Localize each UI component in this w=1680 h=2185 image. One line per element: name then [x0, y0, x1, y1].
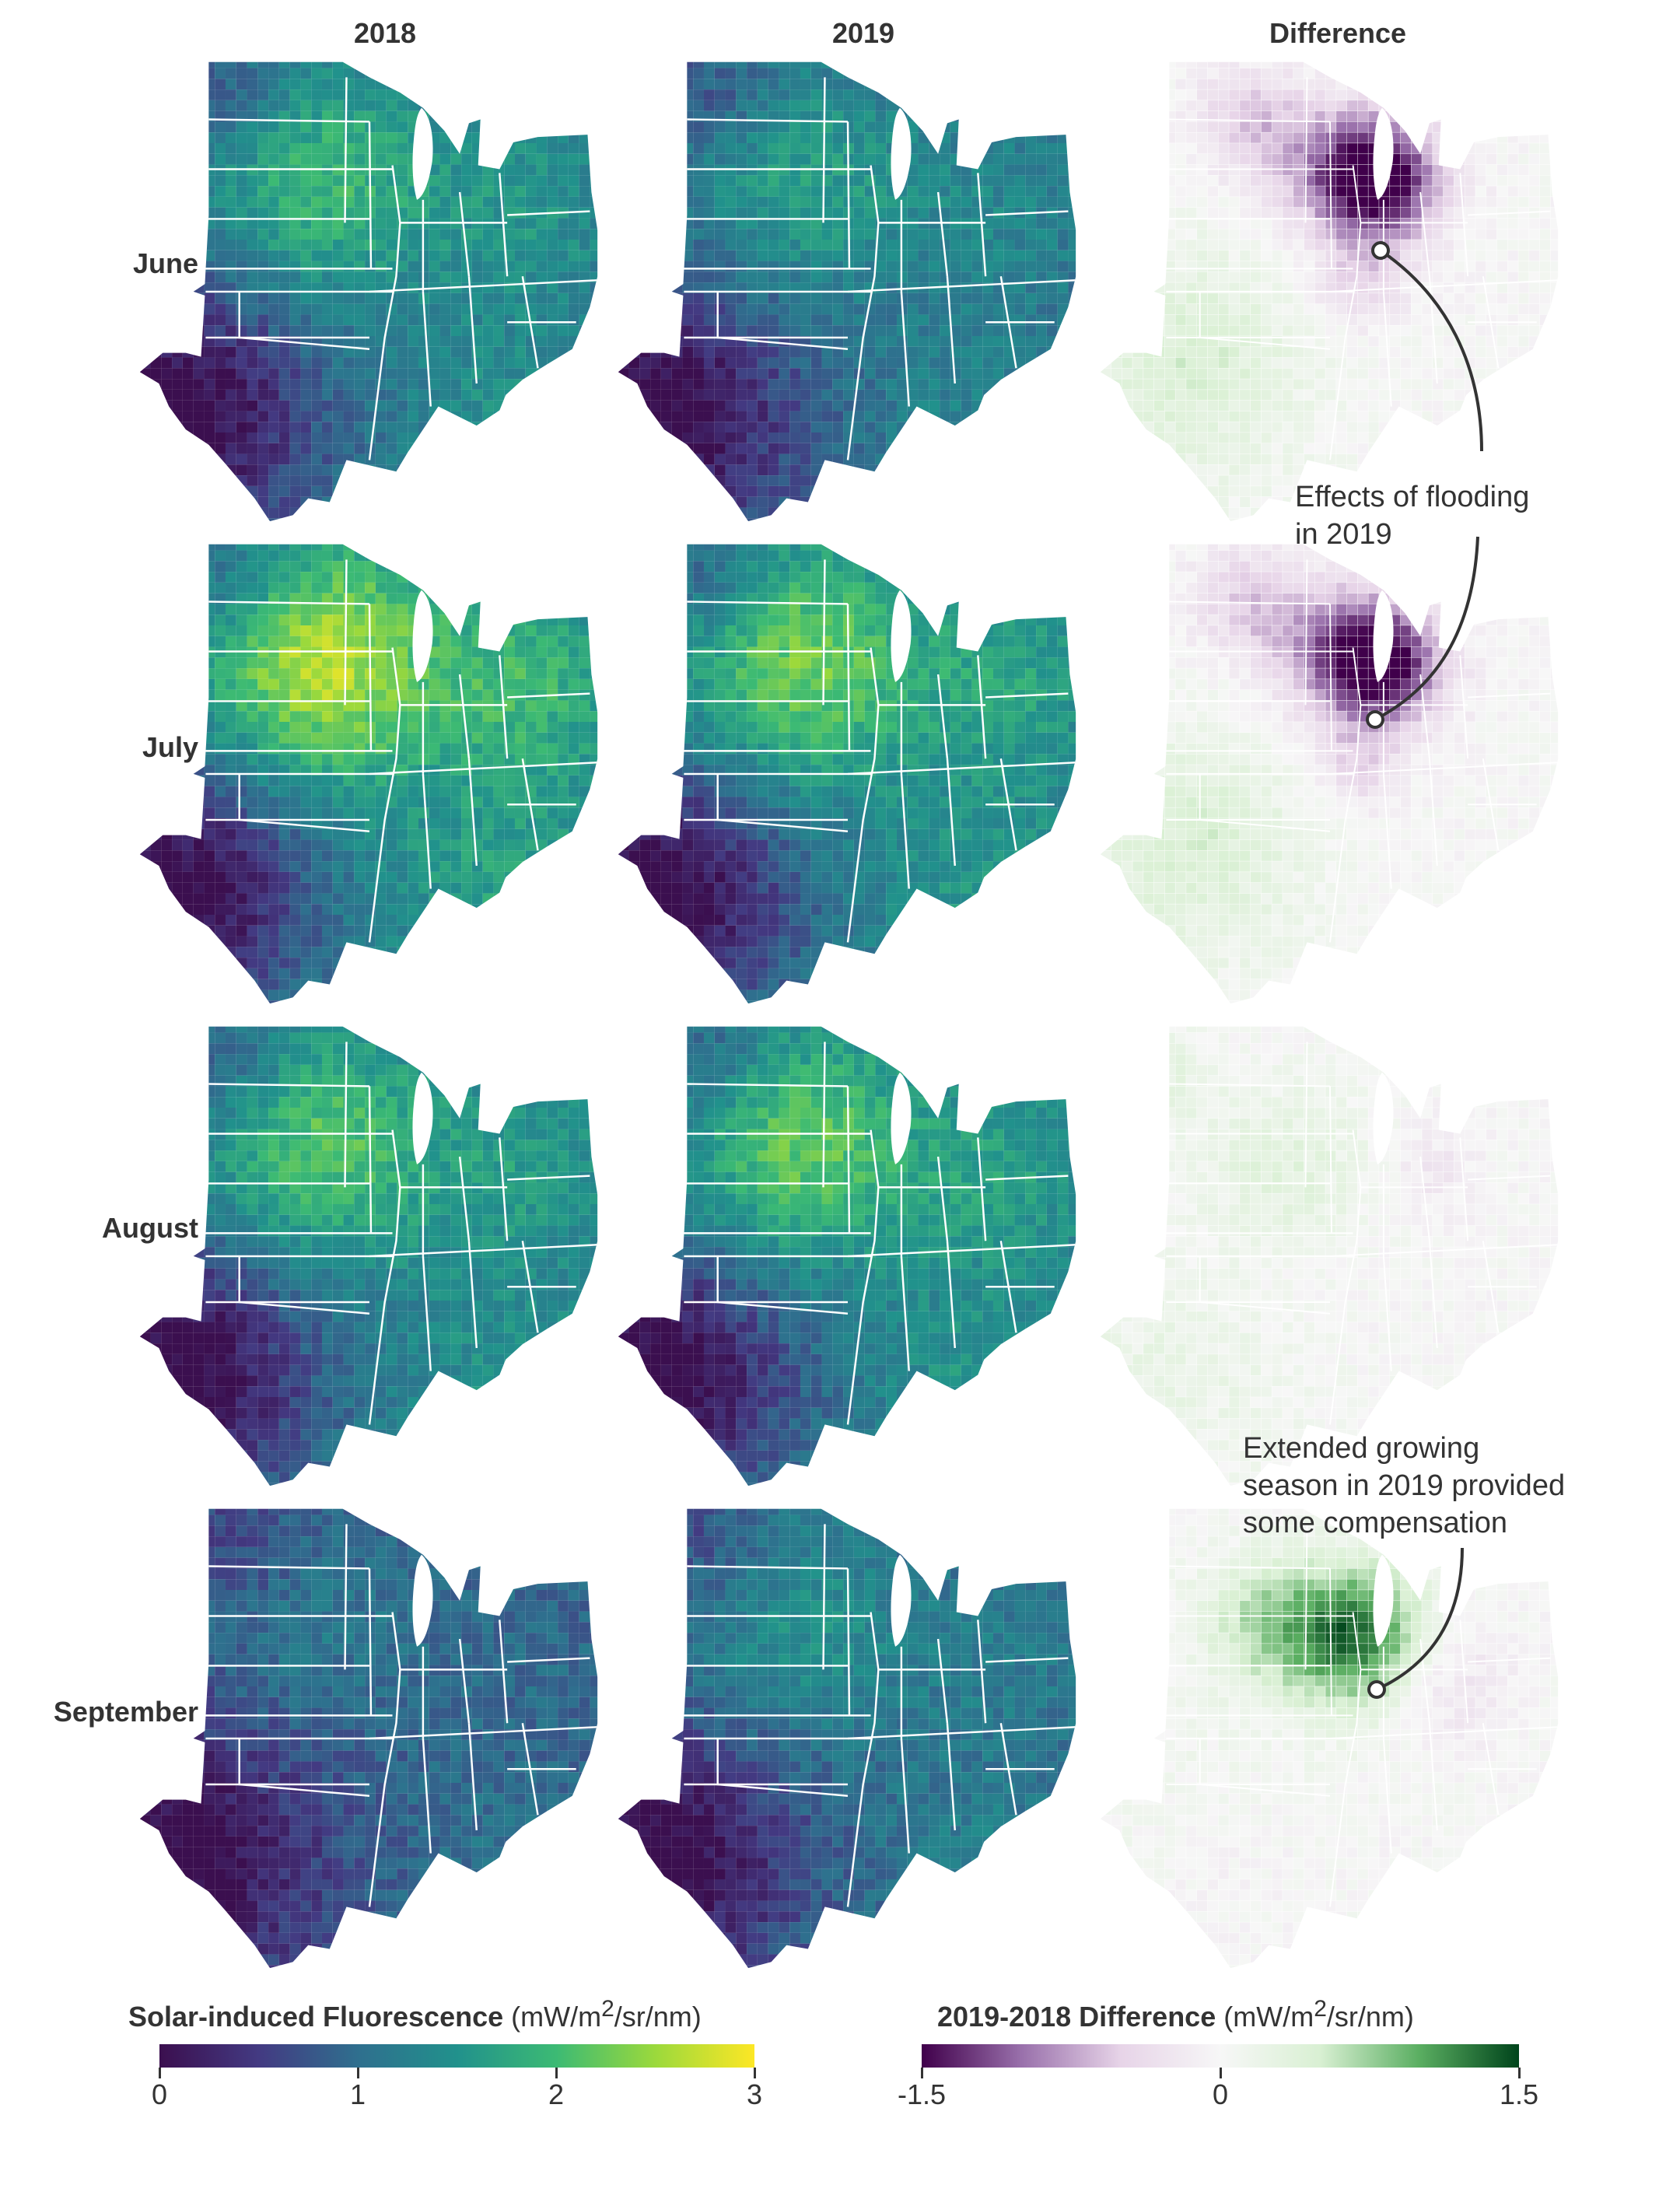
column-header-difference: Difference: [1104, 17, 1571, 50]
column-header-2019: 2019: [630, 17, 1097, 50]
callout-flooding-line-1: Effects of flooding: [1295, 478, 1529, 516]
callout-compensation-line-3: some compensation: [1243, 1504, 1565, 1542]
map-july-2018: [121, 529, 618, 1011]
legend-sif-tick-mark: [753, 2068, 756, 2078]
callout-compensation-line-1: Extended growing: [1243, 1430, 1565, 1467]
row-label-july: July: [4, 731, 198, 764]
legend-sif-tick-label: 0: [113, 2078, 206, 2111]
row-label-august: August: [4, 1212, 198, 1245]
map-june-2019: [599, 47, 1097, 529]
map-september-difference: [1081, 1493, 1579, 1976]
callout-flooding: Effects of flooding in 2019: [1295, 478, 1529, 553]
map-june-2018: [121, 47, 618, 529]
column-header-2018: 2018: [152, 17, 618, 50]
legend-diff-tick-label: 1.5: [1472, 2078, 1566, 2111]
map-july-2019: [599, 529, 1097, 1011]
legend-sif-title-bold: Solar-induced Fluorescence: [128, 2001, 503, 2033]
legend-sif-tick-mark: [158, 2068, 161, 2078]
map-june-difference: [1081, 47, 1579, 529]
legend-sif-unit: (mW/m2/sr/nm): [511, 1996, 702, 2033]
row-label-september: September: [4, 1696, 198, 1728]
callout-flooding-line-2: in 2019: [1295, 516, 1529, 553]
legend-sif-tick-label: 2: [509, 2078, 603, 2111]
map-july-difference: [1081, 529, 1579, 1011]
legend-sif-colorbar: [159, 2044, 754, 2068]
legend-diff-tick-label: 0: [1174, 2078, 1267, 2111]
legend-sif-title: Solar-induced Fluorescence (mW/m2/sr/nm): [128, 1996, 702, 2033]
legend-diff-tick-label: -1.5: [875, 2078, 968, 2111]
legend-diff-colorbar: [922, 2044, 1519, 2068]
legend-diff-title-bold: 2019-2018 Difference: [937, 2001, 1216, 2033]
map-august-2018: [121, 1011, 618, 1493]
map-august-difference: [1081, 1011, 1579, 1493]
legend-diff-tick-mark: [1517, 2068, 1521, 2078]
legend-sif-tick-label: 3: [708, 2078, 801, 2111]
legend-sif-tick-label: 1: [311, 2078, 404, 2111]
row-label-june: June: [4, 247, 198, 280]
map-september-2018: [121, 1493, 618, 1976]
legend-diff-tick-mark: [920, 2068, 923, 2078]
map-august-2019: [599, 1011, 1097, 1493]
legend-sif-tick-mark: [356, 2068, 359, 2078]
legend-diff-unit: (mW/m2/sr/nm): [1223, 1996, 1414, 2033]
legend-diff-title: 2019-2018 Difference (mW/m2/sr/nm): [937, 1996, 1414, 2033]
legend-diff-tick-mark: [1219, 2068, 1222, 2078]
callout-compensation-line-2: season in 2019 provided: [1243, 1467, 1565, 1504]
map-september-2019: [599, 1493, 1097, 1976]
legend-sif-tick-mark: [555, 2068, 558, 2078]
callout-compensation: Extended growing season in 2019 provided…: [1243, 1430, 1565, 1542]
